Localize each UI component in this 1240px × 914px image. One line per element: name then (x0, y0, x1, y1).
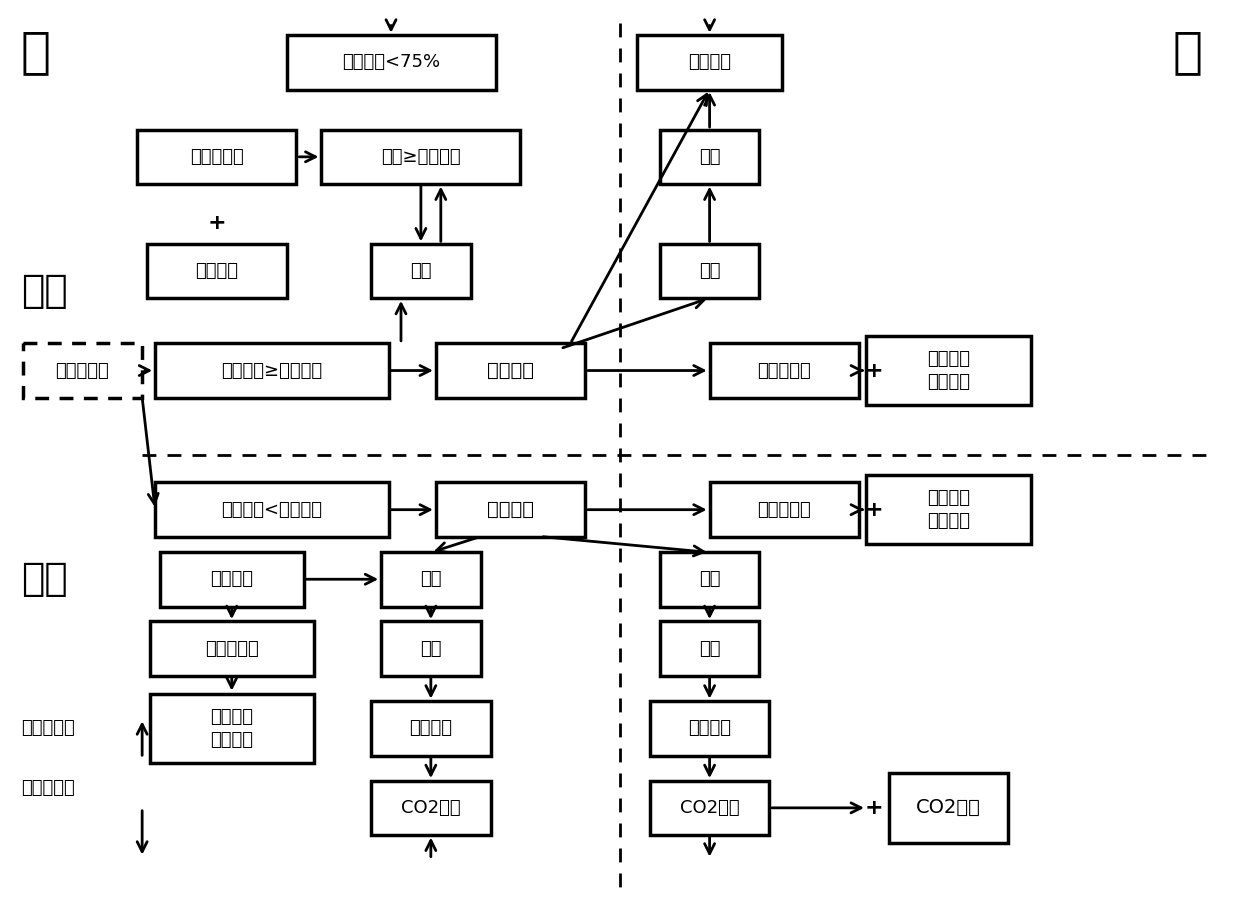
Text: 光照: 光照 (699, 570, 720, 589)
Text: 相对湿度: 相对湿度 (688, 53, 732, 71)
Bar (371, 244, 471, 299)
Text: 风机开启
内水循环: 风机开启 内水循环 (928, 489, 970, 530)
Bar (155, 483, 388, 537)
Text: 平均夜温<最适夜温: 平均夜温<最适夜温 (221, 501, 322, 518)
Bar (435, 483, 585, 537)
Text: 加温模式: 加温模式 (487, 500, 534, 519)
Text: +: + (207, 214, 226, 233)
Text: +: + (864, 360, 883, 380)
Text: 相对湿度: 相对湿度 (409, 719, 453, 738)
Text: 降温模式: 降温模式 (487, 361, 534, 380)
Bar (22, 343, 143, 398)
Text: 变量下降：: 变量下降： (21, 779, 74, 797)
Text: 夜温≥最适夜温: 夜温≥最适夜温 (381, 148, 461, 165)
Text: 光照: 光照 (410, 262, 432, 280)
Bar (150, 622, 314, 676)
Bar (660, 244, 759, 299)
Bar (660, 552, 759, 607)
Bar (150, 694, 314, 763)
Text: 外通风开启: 外通风开启 (758, 362, 811, 379)
Bar (286, 35, 496, 90)
Text: 保温幕展开: 保温幕展开 (205, 640, 259, 658)
Text: +: + (864, 798, 883, 818)
Bar (381, 622, 481, 676)
Text: CO2气肥: CO2气肥 (916, 798, 981, 817)
Text: 冷季: 冷季 (21, 560, 67, 599)
Bar (160, 552, 304, 607)
Text: 相对湿度: 相对湿度 (688, 719, 732, 738)
Text: 基本假设：: 基本假设： (56, 362, 109, 379)
Text: +: + (864, 500, 883, 520)
Bar (709, 483, 859, 537)
Text: 相对湿度<75%: 相对湿度<75% (342, 53, 440, 71)
Text: 昼温: 昼温 (699, 640, 720, 658)
Bar (867, 475, 1030, 545)
Text: 外水循环: 外水循环 (196, 262, 238, 280)
Bar (371, 781, 491, 835)
Text: 夜温: 夜温 (420, 640, 441, 658)
Text: 昼温: 昼温 (699, 148, 720, 165)
Bar (435, 343, 585, 398)
Text: 平均夜温≥最适夜温: 平均夜温≥最适夜温 (221, 362, 322, 379)
Bar (867, 335, 1030, 405)
Bar (650, 701, 769, 756)
Text: 热季: 热季 (21, 272, 67, 310)
Bar (889, 773, 1008, 843)
Text: 光照: 光照 (420, 570, 441, 589)
Bar (660, 622, 759, 676)
Bar (381, 552, 481, 607)
Text: 光照: 光照 (699, 262, 720, 280)
Bar (650, 781, 769, 835)
Text: 变量上升：: 变量上升： (21, 719, 74, 738)
Text: 通风关闭: 通风关闭 (211, 570, 253, 589)
Bar (660, 130, 759, 184)
Text: 昼: 昼 (1173, 28, 1203, 77)
Bar (155, 343, 388, 398)
Bar (371, 701, 491, 756)
Bar (637, 35, 781, 90)
Text: 外通风开启: 外通风开启 (190, 148, 244, 165)
Bar (321, 130, 521, 184)
Bar (709, 343, 859, 398)
Bar (148, 244, 286, 299)
Text: 风机开启
内水循环: 风机开启 内水循环 (211, 707, 253, 749)
Text: CO2浓度: CO2浓度 (680, 799, 739, 817)
Bar (138, 130, 296, 184)
Text: 风机开启
外水循环: 风机开启 外水循环 (928, 350, 970, 391)
Text: 外通风关闭: 外通风关闭 (758, 501, 811, 518)
Text: CO2浓度: CO2浓度 (401, 799, 461, 817)
Text: 夜: 夜 (21, 28, 51, 77)
